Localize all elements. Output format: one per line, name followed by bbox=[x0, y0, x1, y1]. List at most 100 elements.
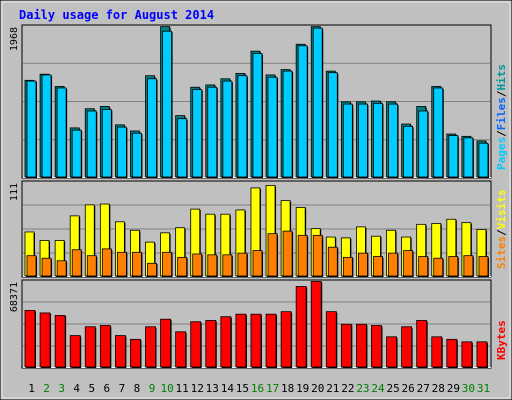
bar-kbytes bbox=[446, 338, 458, 368]
bar-sites bbox=[448, 256, 459, 277]
bar-sites bbox=[162, 251, 172, 277]
bar-kbytes bbox=[130, 338, 141, 368]
panel-max-label: 68371 bbox=[9, 282, 20, 312]
bar-sites bbox=[222, 254, 233, 277]
bar-sites bbox=[403, 250, 414, 277]
bar-kbytes bbox=[39, 312, 51, 368]
bar-files bbox=[433, 87, 444, 178]
panel-max-label: 1968 bbox=[9, 27, 20, 51]
legend-entry: Files bbox=[495, 97, 508, 130]
bar-files bbox=[147, 78, 157, 178]
x-tick-label: 26 bbox=[402, 382, 415, 395]
bar-kbytes bbox=[114, 335, 126, 368]
bar-files bbox=[478, 142, 489, 178]
bar-files bbox=[312, 27, 323, 178]
bar-files bbox=[448, 135, 459, 178]
x-tick-label: 7 bbox=[119, 382, 126, 395]
x-tick-label: 27 bbox=[417, 382, 430, 395]
x-tick-label: 24 bbox=[371, 382, 385, 395]
chart-title: Daily usage for August 2014 bbox=[19, 8, 214, 22]
bar-files bbox=[116, 126, 127, 178]
panel-legend-label: KBytes bbox=[495, 320, 508, 360]
x-tick-label: 18 bbox=[281, 382, 294, 395]
bar-kbytes bbox=[84, 326, 96, 368]
bar-files bbox=[237, 75, 248, 178]
bar-kbytes bbox=[190, 321, 202, 368]
bar-sites bbox=[267, 233, 278, 277]
bar-files bbox=[192, 89, 203, 178]
bar-sites bbox=[252, 250, 263, 277]
bar-files bbox=[222, 80, 233, 178]
bar-sites bbox=[358, 252, 368, 277]
x-tick-label: 28 bbox=[432, 382, 445, 395]
bar-files bbox=[41, 74, 52, 178]
bar-sites bbox=[388, 252, 398, 277]
legend-entry: / bbox=[495, 229, 508, 236]
x-tick-label: 6 bbox=[104, 382, 111, 395]
bar-files bbox=[56, 87, 67, 178]
x-tick-label: 14 bbox=[221, 382, 235, 395]
x-tick-label: 17 bbox=[266, 382, 279, 395]
bar-sites bbox=[463, 255, 474, 277]
bar-files bbox=[373, 102, 383, 178]
bar-kbytes bbox=[160, 318, 171, 368]
x-axis-tick-labels: 1 2 3 4 5 6 7 8 9 10 11 12 13 14 15 16 17 18 19 20 21 22 23 24 2… bbox=[28, 382, 490, 395]
x-tick-label: 30 bbox=[462, 382, 475, 395]
legend-entry: / bbox=[495, 90, 508, 97]
x-tick-label: 5 bbox=[88, 382, 95, 395]
bar-files bbox=[177, 118, 188, 178]
panel-legend-label: Pages/Files/Hits bbox=[495, 64, 508, 170]
bar-kbytes bbox=[145, 326, 156, 368]
bar-kbytes bbox=[220, 316, 232, 368]
bar-sites bbox=[86, 255, 97, 277]
legend-entry: KBytes bbox=[495, 320, 508, 360]
x-tick-label: 23 bbox=[356, 382, 369, 395]
bar-kbytes bbox=[54, 315, 66, 368]
chart-panels: 1968 Pages/Files/Hits 111 Sites/Visits 68371… bbox=[9, 24, 508, 369]
bar-sites bbox=[207, 254, 218, 277]
legend-entry: Hits bbox=[495, 64, 508, 91]
bar-kbytes bbox=[431, 336, 443, 368]
bar-kbytes bbox=[371, 325, 382, 368]
legend-entry: Visits bbox=[495, 190, 508, 230]
bar-files bbox=[86, 110, 97, 178]
bar-kbytes bbox=[310, 281, 322, 368]
bar-kbytes bbox=[325, 311, 337, 368]
bar-kbytes bbox=[386, 336, 397, 368]
bar-kbytes bbox=[99, 325, 111, 368]
bar-sites bbox=[478, 256, 489, 277]
x-tick-label: 19 bbox=[296, 382, 309, 395]
bar-files bbox=[26, 80, 37, 178]
bar-sites bbox=[132, 251, 142, 277]
bar-kbytes bbox=[265, 313, 277, 368]
bar-sites bbox=[192, 253, 203, 277]
x-tick-label: 20 bbox=[311, 382, 324, 395]
bar-files bbox=[358, 103, 368, 178]
bar-files bbox=[101, 109, 112, 178]
panel-legend-label: Sites/Visits bbox=[495, 190, 508, 270]
bar-files bbox=[267, 76, 278, 178]
bar-sites bbox=[282, 230, 293, 277]
bar-files bbox=[252, 53, 263, 178]
bar-files bbox=[162, 30, 172, 178]
bar-sites bbox=[373, 256, 383, 277]
bar-sites bbox=[433, 257, 444, 277]
panel-sites-visits: 111 Sites/Visits bbox=[9, 180, 508, 278]
panel-pages-files-hits: 1968 Pages/Files/Hits bbox=[9, 24, 508, 179]
bar-sites bbox=[297, 234, 308, 277]
panel-max-label: 111 bbox=[9, 183, 20, 201]
bar-kbytes bbox=[24, 309, 36, 368]
bar-kbytes bbox=[235, 313, 247, 368]
x-tick-label: 22 bbox=[341, 382, 354, 395]
bar-sites bbox=[41, 257, 52, 277]
bar-sites bbox=[147, 262, 157, 277]
bar-kbytes bbox=[205, 320, 217, 368]
bar-sites bbox=[418, 256, 429, 277]
x-tick-label: 4 bbox=[73, 382, 80, 395]
x-tick-label: 12 bbox=[191, 382, 204, 395]
bar-kbytes bbox=[401, 326, 413, 368]
legend-entry: / bbox=[495, 130, 508, 137]
bars bbox=[24, 281, 488, 368]
